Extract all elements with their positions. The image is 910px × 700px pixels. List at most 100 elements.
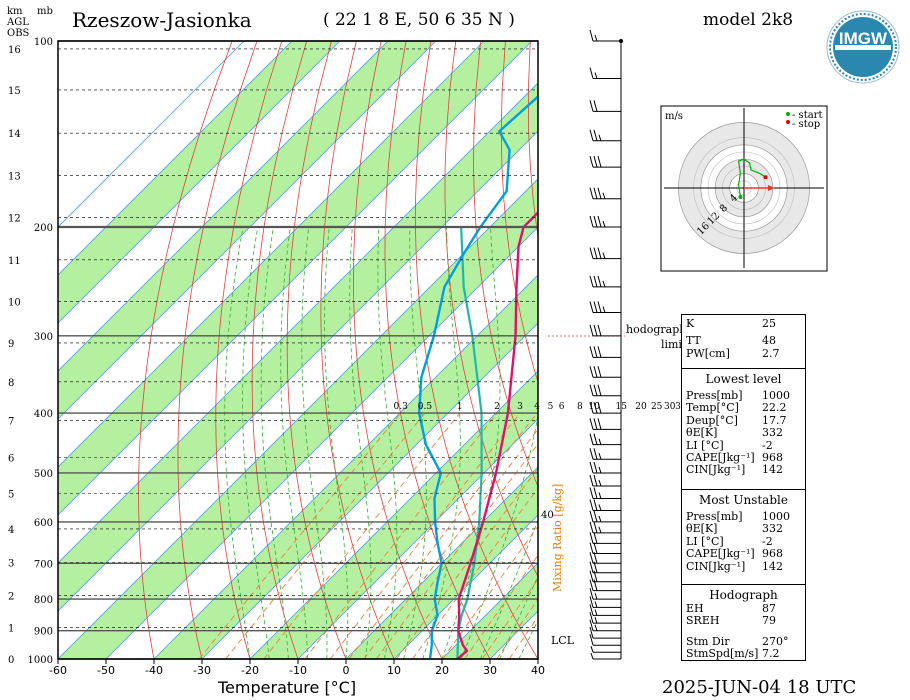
wind-barb xyxy=(589,187,621,200)
barb-half xyxy=(594,609,598,616)
datetime-label: 2025-JUN-04 18 UTC xyxy=(662,677,857,698)
param-value: -2 xyxy=(762,534,773,548)
mixing-ratio-label: 0.3 xyxy=(394,402,409,412)
mixing-ratio-label: 6 xyxy=(559,402,565,412)
hodograph-stats-title: Hodograph xyxy=(709,588,778,602)
barb-half xyxy=(602,252,606,259)
height-tick-label: 1 xyxy=(8,623,14,634)
height-tick-label: 7 xyxy=(8,416,14,427)
barb-full xyxy=(589,67,594,79)
barb-full xyxy=(593,129,598,141)
barb-full xyxy=(589,499,594,511)
x-tick-label: -50 xyxy=(97,664,115,677)
mixing-ratio-label: 8 xyxy=(577,402,583,412)
barb-half xyxy=(598,134,602,141)
wind-barb xyxy=(589,100,621,112)
barb-full xyxy=(597,215,602,228)
barb-half xyxy=(598,492,602,499)
param-value: 22.2 xyxy=(762,401,787,415)
barb-half xyxy=(598,479,602,487)
tt-index: 48 xyxy=(762,334,776,348)
param-label: SREH xyxy=(686,614,720,628)
wind-barb xyxy=(589,510,621,523)
x-tick-label: -10 xyxy=(289,664,307,677)
param-value: 7.2 xyxy=(762,647,780,661)
pressure-tick-label: 1000 xyxy=(28,655,53,666)
barb-full xyxy=(589,275,594,288)
moist-adiabat xyxy=(324,227,349,659)
barb-full xyxy=(589,461,594,474)
barb-full xyxy=(589,634,594,646)
barb-full xyxy=(597,346,602,358)
mixing-ratio-label: 35 xyxy=(675,402,687,412)
wind-barb xyxy=(589,448,621,460)
isotherm-line xyxy=(58,41,485,468)
wind-barb xyxy=(589,29,621,42)
barb-full xyxy=(589,552,594,564)
dry-adiabat xyxy=(286,41,347,659)
legend-start-dot xyxy=(786,112,790,116)
barb-full xyxy=(593,156,598,168)
height-tick-label: 5 xyxy=(8,490,14,501)
barb-full xyxy=(597,384,602,396)
mixing-ratio-label: 0.5 xyxy=(418,402,433,412)
barb-full xyxy=(589,596,594,608)
barb-full xyxy=(589,587,594,600)
barb-full xyxy=(593,384,598,396)
param-label: Temp[°C] xyxy=(686,401,739,415)
param-label: LI [°C] xyxy=(686,534,724,548)
isotherm-line xyxy=(58,41,341,324)
isotherm-line xyxy=(58,41,293,276)
barb-full xyxy=(589,156,594,168)
isotherm-line xyxy=(58,178,538,659)
barb-half xyxy=(594,601,598,608)
barb-full xyxy=(589,100,594,112)
barb-half xyxy=(602,192,606,199)
storm-motion-head xyxy=(767,185,775,191)
barb-half xyxy=(598,466,602,474)
param-label: Press[mb] xyxy=(686,510,743,523)
mixing-ratio-label: 25 xyxy=(651,402,663,412)
barb-full xyxy=(589,521,594,533)
km-axis-title: km AGL OBS xyxy=(7,6,30,39)
pressure-tick-label: 700 xyxy=(34,559,53,570)
moist-adiabat xyxy=(499,575,538,659)
wind-barb xyxy=(589,346,621,358)
wind-barb xyxy=(589,129,621,142)
x-tick-label: -40 xyxy=(145,664,163,677)
x-tick-label: 0 xyxy=(343,664,350,677)
barb-full xyxy=(593,521,598,533)
barb-full xyxy=(589,418,594,430)
dry-adiabat xyxy=(444,41,538,578)
hodograph-start-marker xyxy=(738,195,743,199)
pressure-tick-label: 100 xyxy=(34,37,53,48)
height-tick-label: 15 xyxy=(8,86,21,97)
lowest-row: Deup[°C] 17.7 xyxy=(682,414,805,427)
station-coords: ( 22 1 8 E, 50 6 35 N ) xyxy=(323,10,515,30)
param-value: 270° xyxy=(762,634,789,648)
barb-full xyxy=(593,324,598,336)
param-label: θE[K] xyxy=(686,426,718,440)
isotherm-line xyxy=(58,41,245,228)
barb-full xyxy=(597,418,602,430)
param-label: CAPE[Jkg⁻¹] xyxy=(686,547,755,561)
dewpoint-curve xyxy=(417,95,538,659)
dry-adiabat xyxy=(473,41,538,488)
barb-full xyxy=(593,510,598,523)
barb-full xyxy=(593,100,598,112)
isotherm-line xyxy=(393,514,538,659)
barb-full xyxy=(589,324,594,336)
isotherm-line xyxy=(58,82,538,564)
barb-full xyxy=(597,301,602,313)
height-tick-label: 8 xyxy=(8,378,14,389)
pressure-tick-label: 500 xyxy=(34,469,53,480)
height-tick-label: 13 xyxy=(8,171,21,182)
wind-barb xyxy=(589,634,621,646)
param-value: 332 xyxy=(762,426,783,440)
wind-barb xyxy=(589,301,621,314)
barb-full xyxy=(589,401,594,414)
barb-full xyxy=(593,552,598,564)
pressure-tick-label: 600 xyxy=(34,518,53,529)
barb-full xyxy=(589,366,594,378)
